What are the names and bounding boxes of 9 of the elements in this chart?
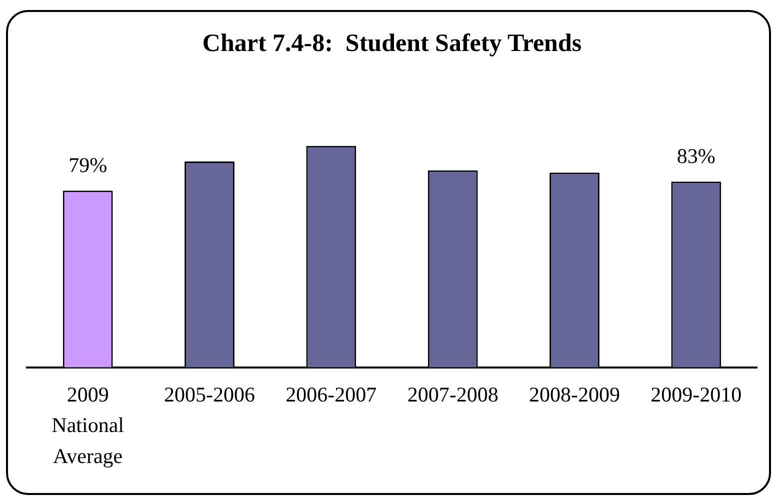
chart-title: Chart 7.4-8: Student Safety Trends bbox=[202, 30, 582, 58]
x-tick-label: 2007-2008 bbox=[407, 382, 498, 406]
x-tick-label: 2009 National Average bbox=[52, 382, 124, 468]
data-label: 83% bbox=[676, 144, 716, 168]
x-tick-label: 2006-2007 bbox=[286, 382, 377, 406]
x-tick-label: 2008-2009 bbox=[529, 382, 620, 406]
data-label: 79% bbox=[68, 153, 108, 178]
x-tick-label: 2009-2010 bbox=[650, 382, 742, 406]
x-tick-label: 2005-2006 bbox=[164, 382, 255, 406]
